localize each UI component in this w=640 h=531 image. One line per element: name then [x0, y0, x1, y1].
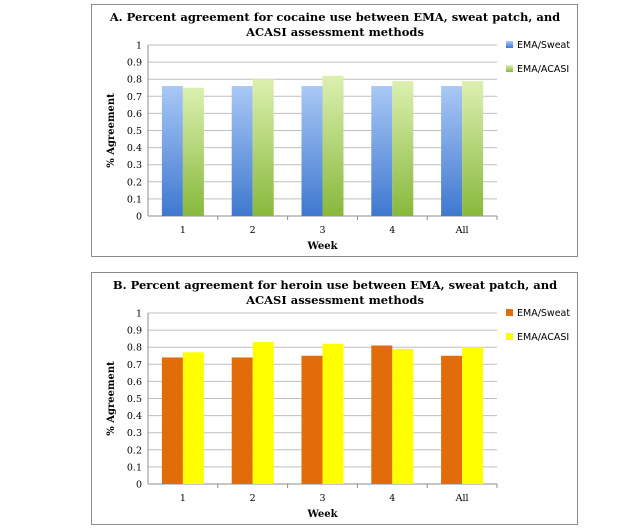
y-tick-label: 0.6: [127, 109, 142, 120]
y-tick-label: 0.7: [127, 360, 142, 371]
bar-ema-sweat: [231, 357, 253, 484]
x-tick-label: 3: [319, 493, 325, 504]
x-tick-label: 4: [389, 493, 395, 504]
chart-title-line: B. Percent agreement for heroin use betw…: [113, 278, 557, 292]
legend-label: EMA/Sweat: [517, 40, 570, 51]
legend-label: EMA/Sweat: [517, 308, 570, 319]
bar-ema-sweat: [231, 86, 253, 216]
bar-ema-sweat: [371, 345, 393, 484]
bar-ema-acasi: [392, 348, 414, 484]
bar-ema-sweat: [441, 355, 463, 484]
legend-swatch: [506, 41, 513, 48]
y-tick-label: 0.9: [127, 326, 142, 337]
x-axis-label: Week: [306, 509, 338, 520]
y-tick-label: 0.8: [127, 343, 142, 354]
x-tick-label: All: [455, 225, 469, 236]
y-tick-label: 0.1: [127, 194, 142, 205]
y-tick-label: 0: [136, 480, 142, 491]
bar-ema-acasi: [322, 343, 344, 484]
y-tick-label: 1: [136, 309, 142, 320]
y-tick-label: 0.5: [127, 394, 142, 405]
chart-title-line: ACASI assessment methods: [245, 293, 424, 307]
bar-ema-sweat: [161, 86, 183, 216]
y-tick-label: 1: [136, 41, 142, 52]
legend-label: EMA/ACASI: [517, 64, 569, 75]
bar-ema-acasi: [322, 75, 344, 216]
y-tick-label: 0.3: [127, 428, 142, 439]
bar-ema-acasi: [182, 352, 204, 484]
x-tick-label: 4: [389, 225, 395, 236]
x-tick-label: 1: [180, 493, 186, 504]
chart-panel-heroin: B. Percent agreement for heroin use betw…: [91, 272, 578, 525]
bar-ema-sweat: [441, 86, 463, 216]
x-tick-label: All: [455, 493, 469, 504]
y-tick-label: 0.4: [127, 411, 142, 422]
x-tick-label: 3: [319, 225, 325, 236]
legend-label: EMA/ACASI: [517, 332, 569, 343]
bar-ema-sweat: [161, 357, 183, 484]
x-axis-label: Week: [306, 241, 338, 252]
bar-ema-acasi: [182, 87, 204, 216]
bar-ema-acasi: [462, 80, 484, 216]
legend-swatch: [506, 333, 513, 340]
y-axis-label: % Agreement: [106, 361, 117, 436]
legend-swatch: [506, 65, 513, 72]
legend-swatch: [506, 309, 513, 316]
x-tick-label: 2: [250, 225, 256, 236]
bar-ema-acasi: [392, 80, 414, 216]
bar-ema-sweat: [301, 86, 323, 216]
bar-ema-sweat: [371, 86, 393, 216]
chart-title-line: ACASI assessment methods: [245, 25, 424, 39]
bar-ema-sweat: [301, 355, 323, 484]
chart-cocaine-svg: A. Percent agreement for cocaine use bet…: [106, 10, 570, 252]
y-tick-label: 0.1: [127, 462, 142, 473]
y-tick-label: 0: [136, 212, 142, 223]
bar-ema-acasi: [252, 79, 274, 216]
y-tick-label: 0.6: [127, 377, 142, 388]
bar-ema-acasi: [462, 347, 484, 484]
y-tick-label: 0.5: [127, 126, 142, 137]
y-tick-label: 0.9: [127, 58, 142, 69]
y-axis-label: % Agreement: [106, 93, 117, 168]
y-tick-label: 0.4: [127, 143, 142, 154]
y-tick-label: 0.2: [127, 177, 142, 188]
bar-ema-acasi: [252, 342, 274, 484]
y-tick-label: 0.2: [127, 445, 142, 456]
y-tick-label: 0.7: [127, 92, 142, 103]
chart-heroin-svg: B. Percent agreement for heroin use betw…: [106, 278, 570, 520]
y-tick-label: 0.3: [127, 160, 142, 171]
x-tick-label: 1: [180, 225, 186, 236]
y-tick-label: 0.8: [127, 75, 142, 86]
x-tick-label: 2: [250, 493, 256, 504]
chart-panel-cocaine: A. Percent agreement for cocaine use bet…: [91, 4, 578, 257]
chart-title-line: A. Percent agreement for cocaine use bet…: [109, 10, 560, 24]
